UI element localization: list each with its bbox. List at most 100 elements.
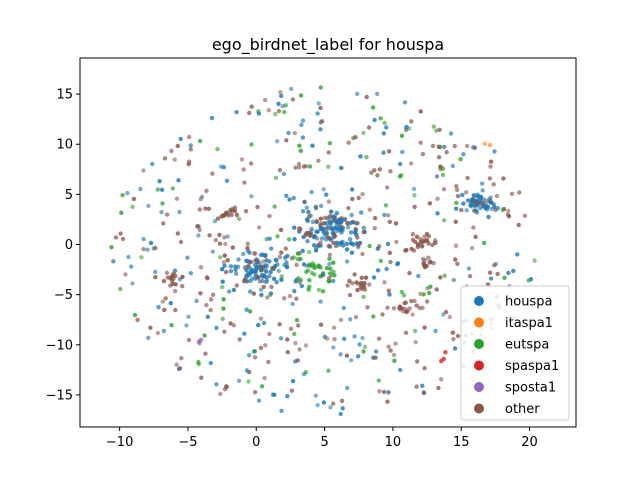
- data-point: [243, 209, 249, 214]
- data-point: [178, 239, 184, 245]
- data-point: [307, 164, 313, 169]
- data-point: [294, 278, 299, 283]
- data-point: [232, 205, 238, 210]
- data-point: [197, 227, 202, 233]
- data-point: [409, 298, 414, 304]
- data-point: [139, 255, 144, 260]
- data-point: [300, 248, 305, 253]
- data-point: [203, 351, 208, 356]
- data-point: [309, 270, 315, 276]
- data-point: [292, 331, 297, 337]
- data-point: [145, 247, 150, 252]
- data-point: [278, 90, 283, 95]
- data-point: [382, 212, 387, 218]
- data-point: [326, 150, 331, 155]
- data-point: [332, 337, 337, 342]
- data-point: [494, 193, 500, 199]
- data-point: [372, 168, 377, 173]
- data-point: [377, 389, 382, 394]
- x-tick-label: −5: [178, 435, 197, 450]
- data-point: [479, 181, 485, 186]
- data-point: [230, 245, 235, 250]
- data-point: [361, 229, 366, 235]
- data-point: [398, 367, 403, 373]
- data-point: [349, 212, 354, 218]
- data-point: [349, 358, 354, 363]
- data-point: [169, 148, 174, 154]
- data-point: [422, 325, 427, 330]
- data-point: [350, 219, 355, 225]
- data-point: [246, 379, 251, 384]
- data-point: [168, 275, 174, 280]
- data-point: [146, 335, 151, 340]
- data-point: [234, 212, 240, 218]
- data-point: [300, 135, 306, 140]
- data-point: [164, 212, 170, 217]
- data-point: [258, 316, 264, 321]
- data-point: [173, 273, 178, 279]
- data-point: [381, 389, 387, 395]
- data-point: [333, 243, 339, 249]
- data-point: [172, 157, 177, 162]
- legend-label: other: [505, 402, 540, 417]
- data-point: [324, 221, 330, 226]
- data-point: [386, 390, 391, 395]
- data-point: [275, 139, 280, 144]
- data-point: [309, 189, 314, 195]
- data-point: [454, 183, 459, 189]
- data-point: [210, 171, 215, 176]
- data-point: [217, 241, 223, 246]
- x-tick-label: 10: [385, 435, 402, 450]
- data-point: [437, 127, 442, 132]
- data-point: [273, 175, 279, 180]
- legend-label: houspa: [505, 295, 552, 310]
- data-point: [349, 250, 355, 255]
- data-point: [319, 221, 324, 226]
- data-point: [360, 192, 365, 197]
- data-point: [305, 239, 310, 244]
- data-point: [414, 359, 420, 364]
- data-point: [252, 349, 258, 354]
- data-point: [316, 263, 321, 268]
- data-point: [411, 248, 417, 253]
- data-point: [318, 85, 323, 90]
- data-point: [255, 264, 260, 270]
- data-point: [372, 226, 377, 231]
- data-point: [109, 245, 114, 250]
- data-point: [401, 293, 407, 298]
- data-point: [391, 352, 397, 358]
- data-point: [386, 288, 391, 293]
- data-point: [233, 267, 238, 272]
- data-point: [430, 143, 436, 149]
- data-point: [208, 360, 213, 366]
- data-point: [186, 159, 192, 164]
- data-point: [532, 258, 537, 263]
- data-point: [253, 269, 258, 275]
- data-point: [330, 278, 336, 284]
- data-point: [228, 264, 233, 269]
- data-point: [355, 354, 361, 359]
- data-point: [458, 157, 463, 162]
- data-point: [441, 312, 446, 317]
- data-point: [337, 242, 342, 248]
- data-point: [418, 140, 423, 145]
- data-point: [176, 178, 181, 183]
- data-point: [314, 236, 320, 241]
- data-point: [129, 264, 134, 269]
- data-point: [348, 317, 353, 322]
- data-point: [466, 266, 472, 271]
- data-point: [239, 157, 245, 162]
- data-point: [338, 227, 344, 232]
- data-point: [298, 226, 303, 232]
- data-point: [461, 152, 466, 157]
- data-point: [204, 302, 209, 308]
- data-point: [421, 292, 426, 297]
- data-point: [269, 246, 274, 251]
- data-point: [407, 306, 412, 311]
- data-point: [197, 207, 202, 212]
- data-point: [316, 158, 321, 163]
- data-point: [264, 275, 269, 280]
- data-point: [450, 163, 455, 169]
- data-point: [465, 175, 470, 181]
- data-point: [506, 208, 511, 213]
